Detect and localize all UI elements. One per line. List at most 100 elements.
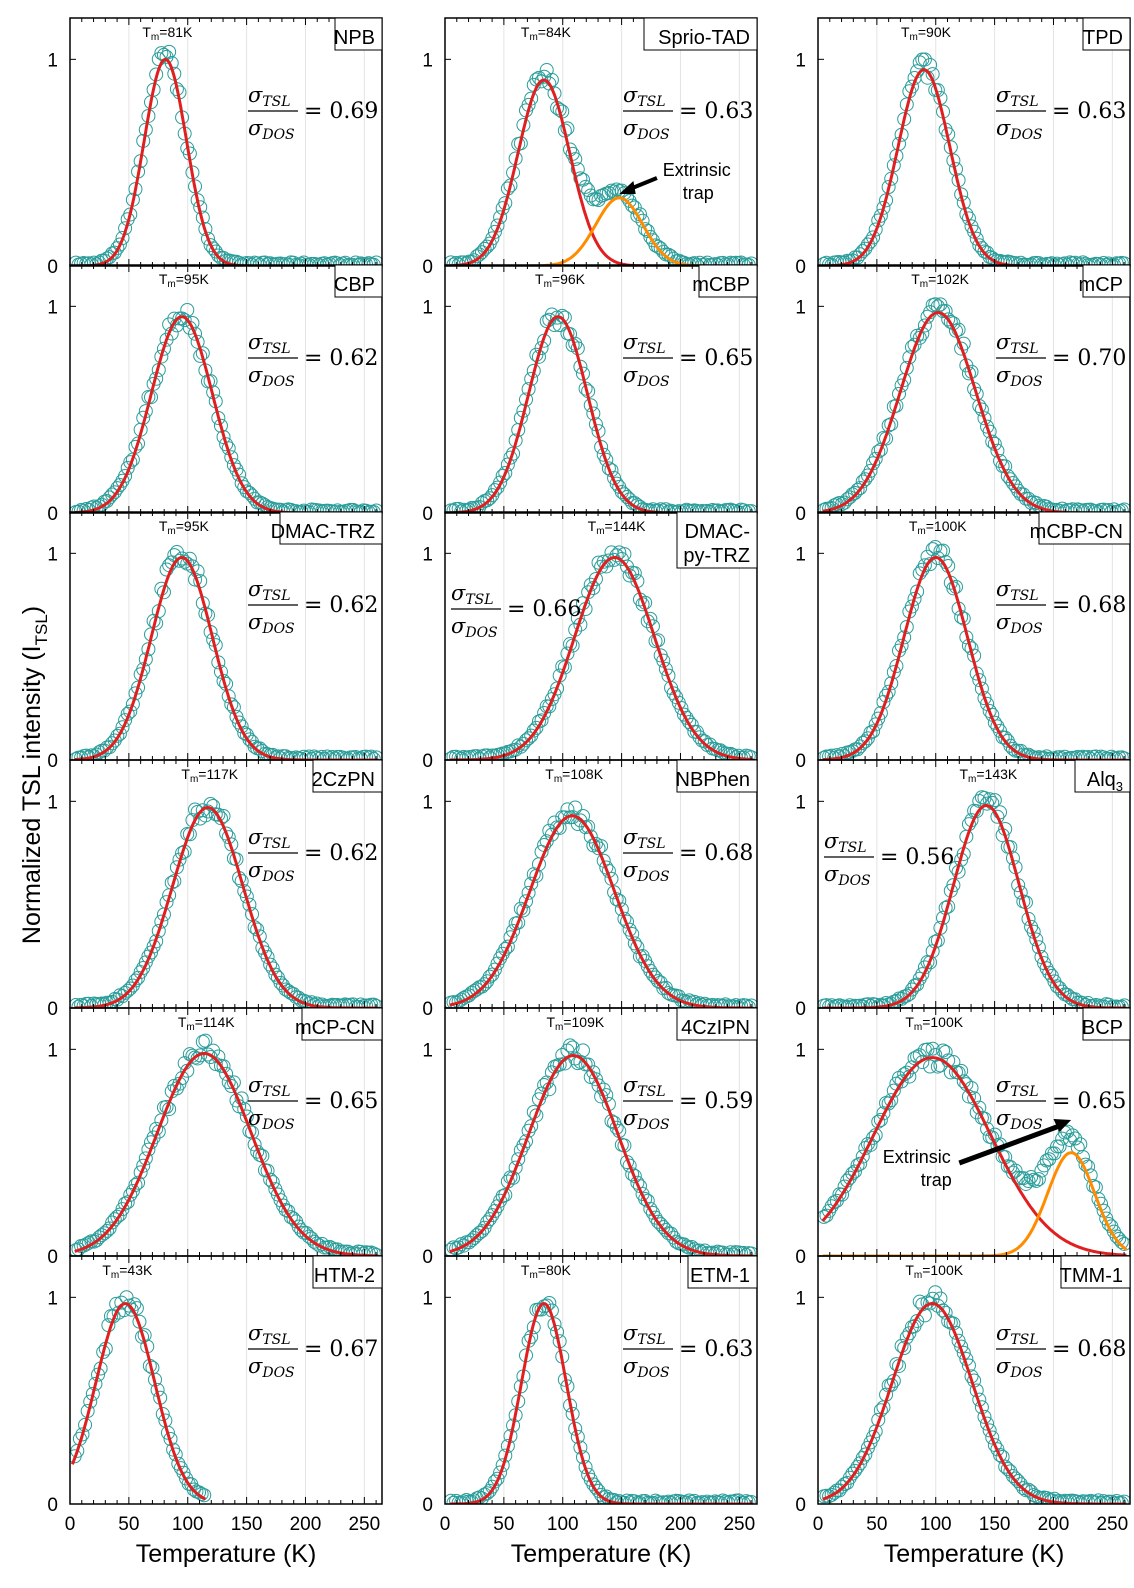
ratio-numerator: σTSL bbox=[623, 1073, 666, 1100]
data-point bbox=[651, 239, 666, 254]
ratio-value: = 0.66 bbox=[507, 597, 581, 622]
ratio-denominator: σDOS bbox=[623, 363, 670, 390]
data-point bbox=[265, 961, 280, 976]
fit-curve-main bbox=[822, 68, 1127, 266]
data-point bbox=[925, 1291, 940, 1306]
x-tick-label: 250 bbox=[1096, 1514, 1128, 1535]
data-point bbox=[744, 1494, 757, 1504]
y-tick-label: 1 bbox=[47, 1288, 58, 1309]
data-point bbox=[366, 1246, 381, 1256]
y-tick-label: 1 bbox=[795, 50, 806, 71]
y-tick-label: 0 bbox=[47, 504, 58, 525]
data-point bbox=[917, 318, 932, 333]
ratio-numerator: σTSL bbox=[248, 577, 291, 604]
data-point bbox=[850, 1158, 865, 1173]
ratio-num-sym: σ bbox=[824, 829, 839, 853]
data-point bbox=[112, 237, 127, 252]
data-point bbox=[193, 1048, 208, 1063]
y-tick-label: 0 bbox=[795, 257, 806, 278]
sample-name-box bbox=[301, 1007, 383, 1041]
data-point bbox=[1117, 502, 1130, 513]
data-point bbox=[951, 322, 966, 337]
data-point bbox=[863, 463, 878, 478]
ratio-num-sym: σ bbox=[248, 1321, 263, 1345]
data-point bbox=[482, 1483, 497, 1498]
ratio-den-sym: σ bbox=[248, 610, 263, 634]
data-point bbox=[190, 564, 205, 579]
data-point bbox=[156, 341, 171, 356]
plot-area bbox=[818, 1041, 1130, 1256]
data-point bbox=[213, 418, 228, 433]
y-tick-label: 1 bbox=[795, 792, 806, 813]
ratio-value: = 0.69 bbox=[304, 99, 378, 124]
data-point bbox=[485, 231, 500, 246]
ratio-den-sym: σ bbox=[623, 1354, 638, 1378]
tm-label: Tm=81K bbox=[142, 24, 193, 43]
data-point bbox=[588, 1480, 603, 1495]
ratio-num-sub: TSL bbox=[262, 94, 290, 110]
data-point bbox=[89, 747, 104, 760]
ratio-den-sub: DOS bbox=[261, 621, 294, 637]
data-point bbox=[361, 256, 376, 266]
data-point bbox=[213, 811, 228, 826]
data-point bbox=[824, 1487, 839, 1502]
data-point bbox=[1112, 1231, 1127, 1246]
data-point bbox=[120, 983, 135, 998]
sample-name: 2CzPN bbox=[312, 769, 375, 791]
fit-curve-main bbox=[821, 1056, 1127, 1256]
data-point bbox=[1114, 750, 1129, 760]
y-tick-label: 1 bbox=[47, 297, 58, 318]
data-point bbox=[638, 222, 653, 237]
data-point bbox=[894, 1074, 909, 1089]
data-point bbox=[1016, 1481, 1031, 1496]
data-point bbox=[1039, 1153, 1054, 1168]
data-point bbox=[744, 256, 757, 266]
ratio-den-sym: σ bbox=[248, 1106, 263, 1130]
ratio-num-sub: TSL bbox=[637, 1084, 665, 1100]
data-point bbox=[175, 551, 190, 566]
data-point bbox=[736, 1245, 751, 1256]
ratio-den-sub: DOS bbox=[1009, 621, 1042, 637]
sample-name-box bbox=[279, 511, 383, 545]
data-point bbox=[630, 1175, 645, 1190]
data-point bbox=[1008, 1471, 1023, 1486]
tm-sub: m bbox=[529, 1270, 537, 1281]
data-point bbox=[586, 1065, 601, 1080]
plot-area bbox=[818, 297, 1130, 513]
sample-name-text: NBPhen bbox=[676, 769, 751, 791]
tm-label: Tm=90K bbox=[901, 24, 952, 43]
data-point bbox=[182, 827, 197, 842]
tm-prefix: T bbox=[521, 24, 530, 40]
y-tick-label: 0 bbox=[795, 1495, 806, 1516]
data-point bbox=[897, 1340, 912, 1355]
data-point bbox=[1117, 1494, 1130, 1504]
tm-label: Tm=102K bbox=[911, 271, 969, 290]
data-point bbox=[276, 1198, 291, 1213]
tm-value: =114K bbox=[195, 1014, 235, 1030]
data-point bbox=[226, 458, 241, 473]
data-point bbox=[853, 481, 868, 496]
data-point bbox=[487, 483, 502, 498]
data-point bbox=[119, 1290, 134, 1305]
ratio-numerator: σTSL bbox=[996, 1073, 1039, 1100]
data-point bbox=[112, 726, 127, 741]
data-point bbox=[211, 807, 226, 822]
ratio-den-sym: σ bbox=[623, 363, 638, 387]
ratio-num-sym: σ bbox=[623, 1073, 638, 1097]
panel-frame bbox=[444, 17, 758, 267]
ratio-den-sub: DOS bbox=[837, 873, 870, 889]
data-point bbox=[563, 1038, 578, 1053]
sample-name-box bbox=[1060, 1255, 1131, 1289]
ratio-denominator: σDOS bbox=[248, 116, 295, 143]
y-tick-label: 1 bbox=[795, 1288, 806, 1309]
data-point bbox=[369, 255, 382, 266]
sample-name-text: ETM-1 bbox=[690, 1265, 750, 1287]
plot-area bbox=[445, 800, 757, 1008]
data-point bbox=[622, 492, 637, 507]
tm-label: Tm=143K bbox=[959, 766, 1017, 785]
data-point bbox=[980, 245, 995, 260]
